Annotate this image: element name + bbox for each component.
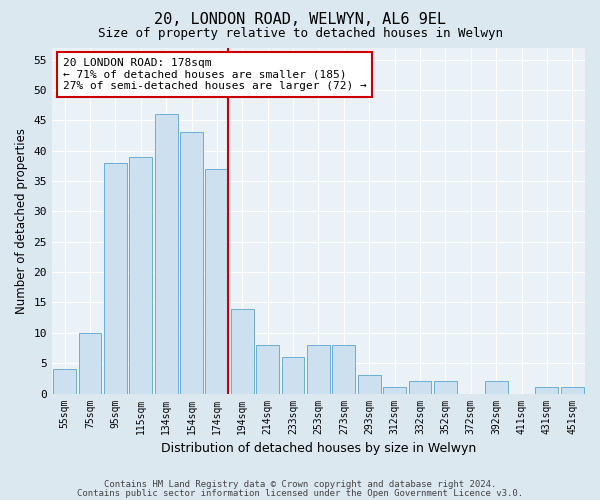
- Bar: [281, 357, 304, 394]
- Bar: [104, 163, 127, 394]
- Bar: [53, 370, 76, 394]
- Text: Contains HM Land Registry data © Crown copyright and database right 2024.: Contains HM Land Registry data © Crown c…: [104, 480, 496, 489]
- Text: 20 LONDON ROAD: 178sqm
← 71% of detached houses are smaller (185)
27% of semi-de: 20 LONDON ROAD: 178sqm ← 71% of detached…: [62, 58, 367, 91]
- Bar: [307, 345, 330, 394]
- Bar: [383, 388, 406, 394]
- Bar: [205, 169, 229, 394]
- Bar: [155, 114, 178, 394]
- Bar: [79, 333, 101, 394]
- X-axis label: Distribution of detached houses by size in Welwyn: Distribution of detached houses by size …: [161, 442, 476, 455]
- Text: Contains public sector information licensed under the Open Government Licence v3: Contains public sector information licen…: [77, 489, 523, 498]
- Bar: [231, 308, 254, 394]
- Bar: [256, 345, 279, 394]
- Bar: [485, 382, 508, 394]
- Bar: [130, 157, 152, 394]
- Y-axis label: Number of detached properties: Number of detached properties: [15, 128, 28, 314]
- Bar: [358, 376, 380, 394]
- Bar: [561, 388, 584, 394]
- Bar: [409, 382, 431, 394]
- Text: 20, LONDON ROAD, WELWYN, AL6 9EL: 20, LONDON ROAD, WELWYN, AL6 9EL: [154, 12, 446, 28]
- Bar: [332, 345, 355, 394]
- Text: Size of property relative to detached houses in Welwyn: Size of property relative to detached ho…: [97, 28, 503, 40]
- Bar: [434, 382, 457, 394]
- Bar: [180, 132, 203, 394]
- Bar: [535, 388, 559, 394]
